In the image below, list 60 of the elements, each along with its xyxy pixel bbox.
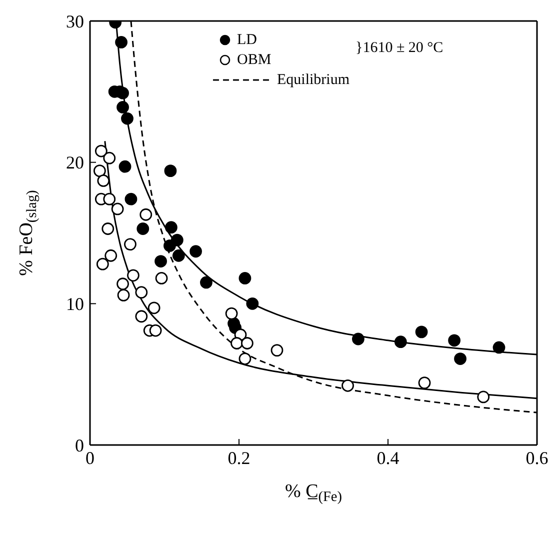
legend-label: LD [237, 32, 257, 48]
point [238, 272, 252, 284]
x-tick-label: 0.6 [526, 448, 548, 468]
point [103, 192, 116, 206]
point [200, 276, 212, 289]
point [246, 297, 259, 310]
y-tick-label: 10 [66, 294, 84, 314]
x-tick-label: 0.2 [228, 448, 250, 468]
point [230, 337, 243, 350]
point [415, 326, 428, 338]
x-tick-label: 0.4 [376, 448, 400, 468]
point [352, 332, 364, 346]
point [342, 379, 354, 392]
point [165, 221, 178, 234]
point [135, 286, 148, 299]
y-tick-label: 30 [66, 11, 84, 32]
point [418, 376, 431, 390]
y-tick-label: 0 [75, 435, 84, 456]
point [96, 258, 109, 270]
point [155, 272, 168, 284]
point [118, 160, 132, 173]
point [238, 352, 252, 365]
point [93, 164, 106, 178]
point [172, 249, 185, 262]
point [270, 344, 284, 357]
point [136, 222, 150, 235]
point [154, 255, 167, 268]
point [149, 324, 162, 337]
legend-label: Equilibrium [277, 72, 350, 88]
point [140, 208, 152, 221]
point [394, 336, 407, 348]
point [116, 278, 129, 290]
y-tick-label: 20 [66, 152, 84, 173]
point [121, 112, 134, 125]
point [448, 334, 461, 347]
point [127, 269, 140, 282]
point [492, 341, 506, 354]
point [190, 245, 202, 258]
point [103, 152, 116, 164]
point [164, 240, 176, 252]
point [454, 352, 466, 365]
point [111, 202, 124, 216]
point [477, 390, 490, 404]
legend-label: OBM [237, 52, 272, 68]
point [164, 164, 177, 178]
point [124, 238, 136, 251]
point [97, 174, 110, 187]
point [115, 36, 128, 48]
x-axis-title: % C̲$_{(Fe)}$ [285, 481, 342, 506]
point [104, 249, 118, 262]
point [116, 101, 129, 114]
point [148, 302, 160, 314]
point [117, 288, 130, 302]
point [102, 222, 114, 235]
point [240, 337, 254, 350]
point [225, 307, 238, 320]
point [94, 144, 108, 158]
point [135, 310, 148, 323]
annotation: }1610 ± 20 °C [356, 40, 444, 57]
point [124, 192, 138, 206]
